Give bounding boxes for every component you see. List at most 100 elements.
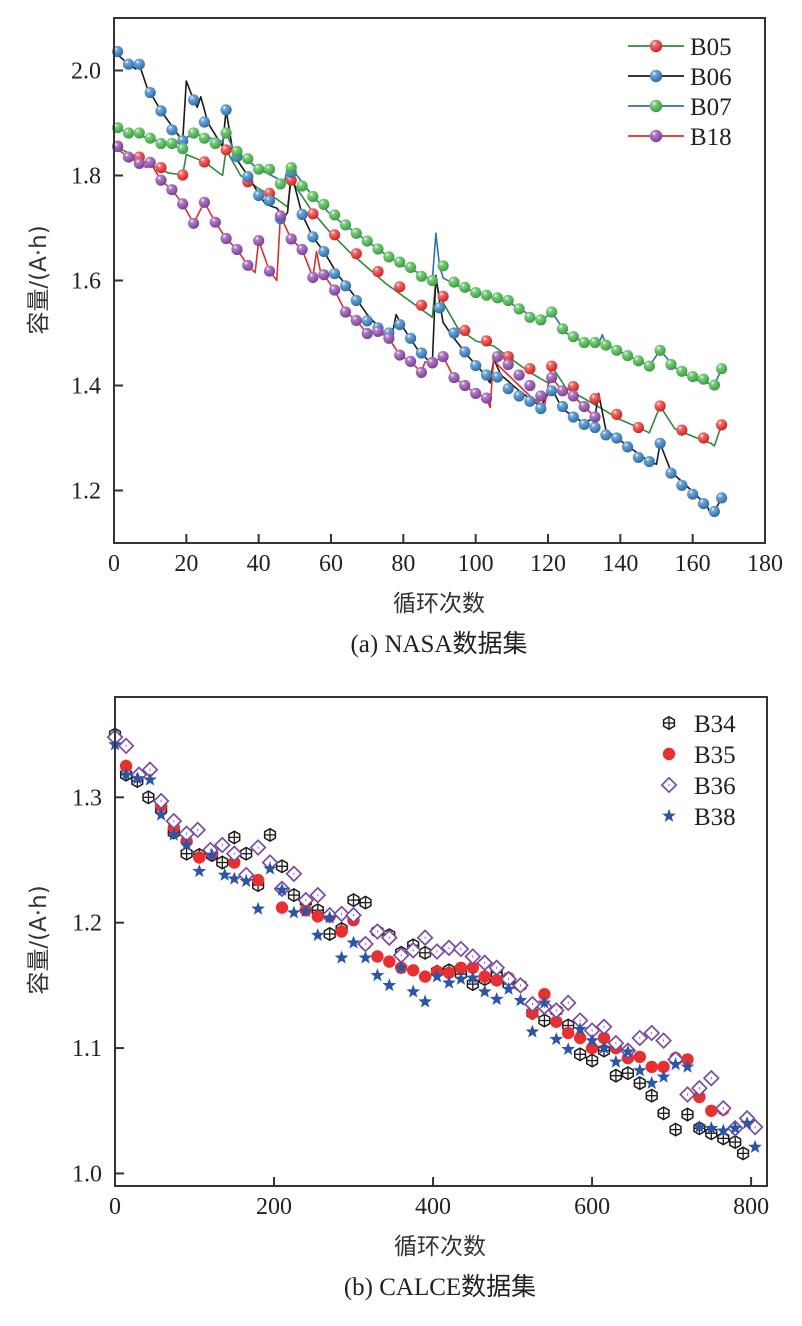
data-point [143,772,157,786]
data-point [693,1090,706,1104]
data-point [188,127,200,139]
legend-label: B05 [690,34,732,61]
data-point [133,58,145,70]
data-point [154,807,168,821]
data-point [600,339,612,351]
data-point [502,294,514,307]
legend-item-b35: B35 [662,742,736,769]
data-point [448,276,460,288]
data-point [573,1022,587,1036]
data-point [459,379,471,392]
data-point [537,995,552,1009]
x-tick-label: 200 [256,1194,292,1220]
data-point [513,369,525,381]
y-tick-label: 1.6 [71,269,101,295]
data-point [394,960,409,974]
data-point [263,195,276,207]
data-point [310,928,325,942]
legend-label: B38 [694,804,736,831]
data-point [406,984,421,998]
y-axis-label: 容量/(A·h) [26,885,52,994]
data-point [478,970,491,983]
data-point [437,351,449,363]
data-point [198,116,210,128]
data-point [318,198,330,210]
data-point [333,905,351,923]
data-point [657,1106,670,1121]
data-point [242,171,254,183]
data-point [717,1131,730,1146]
x-tick-label: 60 [319,551,343,577]
y-tick-label: 1.4 [71,374,101,400]
data-point [358,950,373,964]
data-point [589,411,601,423]
legend-marker [662,715,676,731]
data-point [428,943,446,960]
y-tick-label: 1.2 [71,479,101,505]
data-point [595,1018,613,1036]
data-point [589,336,601,349]
data-point [361,235,373,247]
data-point [589,393,601,405]
data-point [144,156,156,168]
data-point [380,929,398,947]
data-point [578,400,590,413]
data-point [622,350,634,362]
data-point [253,235,265,247]
data-point [609,1068,623,1083]
x-ticks: 0 200 400 600 800 [109,1177,769,1220]
data-point [346,935,361,949]
data-point [746,1118,764,1136]
data-point [383,251,395,263]
data-point [394,319,406,331]
data-point [644,1076,659,1090]
data-point [339,219,352,231]
data-point [523,995,541,1013]
data-point [437,260,449,272]
data-point [130,771,145,785]
data-point [502,383,514,395]
data-point [296,180,308,192]
x-tick-label: 120 [530,551,566,577]
data-point [220,104,232,116]
data-point [480,392,493,404]
data-point [144,132,156,144]
data-point [405,261,417,273]
data-point [470,387,482,399]
data-point [155,162,167,174]
data-point [275,901,289,914]
data-point [216,855,229,870]
data-point [298,904,313,918]
data-point [697,498,710,510]
data-point [242,259,254,271]
data-point [680,1059,695,1073]
data-point [681,1053,694,1066]
data-point [166,137,178,150]
data-point [643,1024,661,1042]
data-point [334,950,349,964]
y-tick-label: 2.0 [71,59,101,85]
data-point [217,867,232,881]
data-point [488,959,506,977]
data-point [654,400,666,412]
data-point [736,1146,750,1161]
data-point [329,284,341,296]
legend-marker [662,808,676,822]
data-point [405,355,417,367]
x-tick-label: 80 [391,551,415,577]
data-point [607,1034,625,1052]
data-point [251,873,265,887]
data-point [716,1123,731,1137]
chart-caption: (a) NASA数据集 [350,630,527,658]
data-point [155,137,167,150]
data-point [491,292,503,304]
y-tick-label: 1.0 [72,1161,102,1187]
x-tick-label: 20 [174,551,198,577]
data-point [621,1066,635,1081]
data-point [371,950,384,963]
data-point [645,1060,658,1074]
data-point [227,871,242,885]
data-point [470,287,482,299]
data-point [335,925,348,938]
data-point [177,135,189,147]
